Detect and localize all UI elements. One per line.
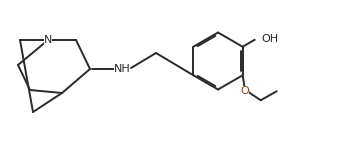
Text: NH: NH	[114, 64, 130, 74]
Text: O: O	[240, 86, 249, 96]
Text: N: N	[44, 35, 52, 45]
Text: OH: OH	[262, 34, 279, 44]
